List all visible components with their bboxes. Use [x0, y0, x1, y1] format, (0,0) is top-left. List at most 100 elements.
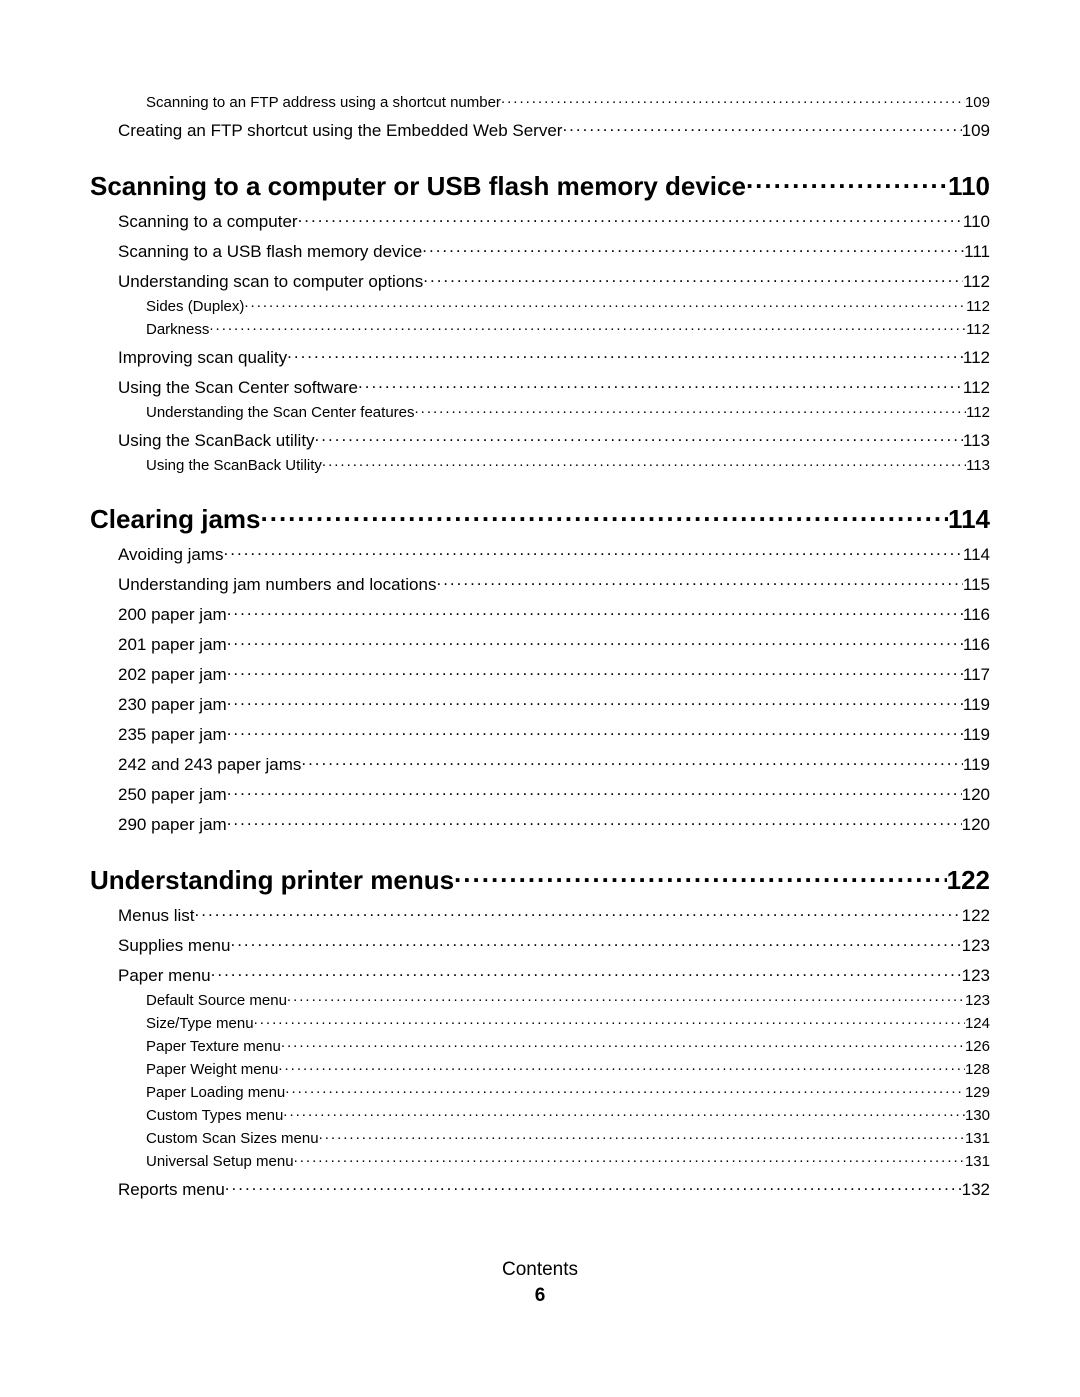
toc-container: Scanning to an FTP address using a short… — [0, 0, 1080, 1200]
toc-entry[interactable]: 290 paper jam120 — [118, 813, 990, 835]
toc-entry[interactable]: Creating an FTP shortcut using the Embed… — [118, 119, 990, 141]
toc-entry-page: 129 — [965, 1084, 990, 1101]
toc-entry[interactable]: 242 and 243 paper jams119 — [118, 753, 990, 775]
toc-entry-title: Paper Weight menu — [146, 1061, 278, 1078]
toc-leader-dots — [227, 723, 963, 740]
toc-leader-dots — [294, 1151, 965, 1166]
toc-leader-dots — [562, 119, 961, 136]
toc-leader-dots — [285, 1082, 965, 1097]
toc-entry[interactable]: Darkness112 — [146, 319, 990, 338]
toc-entry-title: Menus list — [118, 906, 195, 926]
page-footer: Contents 6 — [0, 1259, 1080, 1307]
toc-entry[interactable]: Default Source menu123 — [146, 990, 990, 1009]
toc-entry-page: 123 — [962, 936, 990, 956]
toc-leader-dots — [211, 964, 962, 981]
toc-entry-page: 114 — [948, 504, 990, 535]
toc-entry[interactable]: Scanning to an FTP address using a short… — [146, 92, 990, 111]
toc-entry[interactable]: Avoiding jams 114 — [118, 543, 990, 565]
toc-entry[interactable]: Clearing jams114 — [90, 502, 990, 535]
toc-entry-title: Darkness — [146, 321, 209, 338]
toc-leader-dots — [319, 1128, 965, 1143]
toc-entry[interactable]: 202 paper jam 117 — [118, 663, 990, 685]
toc-entry-page: 111 — [964, 242, 990, 262]
toc-leader-dots — [278, 1059, 965, 1074]
toc-entry[interactable]: Menus list122 — [118, 904, 990, 926]
toc-leader-dots — [298, 210, 963, 227]
toc-entry-title: Custom Types menu — [146, 1107, 283, 1124]
toc-entry[interactable]: 200 paper jam116 — [118, 603, 990, 625]
toc-entry-title: Understanding printer menus — [90, 865, 454, 896]
toc-entry[interactable]: Using the ScanBack utility113 — [118, 429, 990, 451]
toc-entry-page: 116 — [963, 635, 990, 655]
toc-entry[interactable]: 235 paper jam119 — [118, 723, 990, 745]
toc-entry-page: 128 — [965, 1061, 990, 1078]
toc-leader-dots — [746, 169, 948, 195]
toc-entry-title: Understanding the Scan Center features — [146, 404, 415, 421]
toc-entry[interactable]: Sides (Duplex)112 — [146, 296, 990, 315]
footer-page-number: 6 — [0, 1285, 1080, 1307]
toc-leader-dots — [209, 319, 966, 334]
toc-entry-title: Scanning to an FTP address using a short… — [146, 94, 501, 111]
toc-entry-page: 120 — [962, 785, 990, 805]
toc-leader-dots — [436, 573, 962, 590]
toc-entry[interactable]: Supplies menu 123 — [118, 934, 990, 956]
toc-entry-page: 132 — [962, 1180, 990, 1200]
toc-entry[interactable]: Custom Scan Sizes menu131 — [146, 1128, 990, 1147]
toc-leader-dots — [195, 904, 962, 921]
toc-entry[interactable]: 250 paper jam120 — [118, 783, 990, 805]
toc-entry-title: Avoiding jams — [118, 545, 224, 565]
toc-entry-title: Supplies menu — [118, 936, 230, 956]
toc-entry[interactable]: Scanning to a computer or USB flash memo… — [90, 169, 990, 202]
toc-entry-page: 124 — [965, 1015, 990, 1032]
toc-leader-dots — [283, 1105, 965, 1120]
toc-entry-title: Paper Texture menu — [146, 1038, 281, 1055]
toc-entry-page: 119 — [963, 695, 990, 715]
toc-entry[interactable]: Reports menu132 — [118, 1178, 990, 1200]
toc-entry-page: 116 — [963, 605, 990, 625]
toc-entry[interactable]: Size/Type menu124 — [146, 1013, 990, 1032]
toc-entry-title: Universal Setup menu — [146, 1153, 294, 1170]
toc-entry[interactable]: Universal Setup menu131 — [146, 1151, 990, 1170]
toc-entry-title: 235 paper jam — [118, 725, 227, 745]
toc-entry[interactable]: Paper menu 123 — [118, 964, 990, 986]
toc-entry-title: Scanning to a computer or USB flash memo… — [90, 171, 746, 202]
footer-label: Contents — [0, 1259, 1080, 1281]
toc-leader-dots — [227, 603, 963, 620]
toc-entry-page: 109 — [965, 94, 990, 111]
toc-entry[interactable]: Using the ScanBack Utility113 — [146, 455, 990, 474]
toc-entry[interactable]: Paper Loading menu 129 — [146, 1082, 990, 1101]
toc-entry[interactable]: Custom Types menu 130 — [146, 1105, 990, 1124]
toc-entry[interactable]: Using the Scan Center software112 — [118, 376, 990, 398]
toc-entry-page: 112 — [966, 298, 990, 315]
toc-entry[interactable]: Paper Weight menu 128 — [146, 1059, 990, 1078]
toc-entry[interactable]: Understanding scan to computer options11… — [118, 270, 990, 292]
toc-entry[interactable]: 201 paper jam 116 — [118, 633, 990, 655]
toc-entry-title: Default Source menu — [146, 992, 287, 1009]
toc-entry[interactable]: Understanding the Scan Center features 11… — [146, 402, 990, 421]
toc-entry-page: 122 — [947, 865, 990, 896]
toc-entry-title: Improving scan quality — [118, 348, 287, 368]
toc-entry-title: Paper menu — [118, 966, 211, 986]
toc-entry-page: 117 — [963, 665, 990, 685]
toc-leader-dots — [358, 376, 963, 393]
toc-entry[interactable]: Scanning to a USB flash memory device111 — [118, 240, 990, 262]
toc-entry-title: Understanding scan to computer options — [118, 272, 423, 292]
toc-entry-page: 113 — [966, 457, 990, 474]
toc-leader-dots — [423, 270, 963, 287]
toc-entry-page: 123 — [962, 966, 990, 986]
toc-entry-page: 130 — [965, 1107, 990, 1124]
toc-entry-title: 201 paper jam — [118, 635, 227, 655]
toc-entry-page: 112 — [963, 348, 990, 368]
toc-entry-page: 112 — [963, 378, 990, 398]
toc-entry[interactable]: 230 paper jam119 — [118, 693, 990, 715]
toc-entry-title: Paper Loading menu — [146, 1084, 285, 1101]
toc-entry-page: 112 — [966, 404, 990, 421]
toc-entry[interactable]: Improving scan quality 112 — [118, 346, 990, 368]
toc-entry[interactable]: Understanding jam numbers and locations1… — [118, 573, 990, 595]
toc-entry[interactable]: Scanning to a computer110 — [118, 210, 990, 232]
toc-entry-title: 202 paper jam — [118, 665, 227, 685]
toc-entry[interactable]: Paper Texture menu126 — [146, 1036, 990, 1055]
toc-leader-dots — [415, 402, 967, 417]
toc-entry-page: 114 — [963, 545, 990, 565]
toc-entry[interactable]: Understanding printer menus 122 — [90, 863, 990, 896]
